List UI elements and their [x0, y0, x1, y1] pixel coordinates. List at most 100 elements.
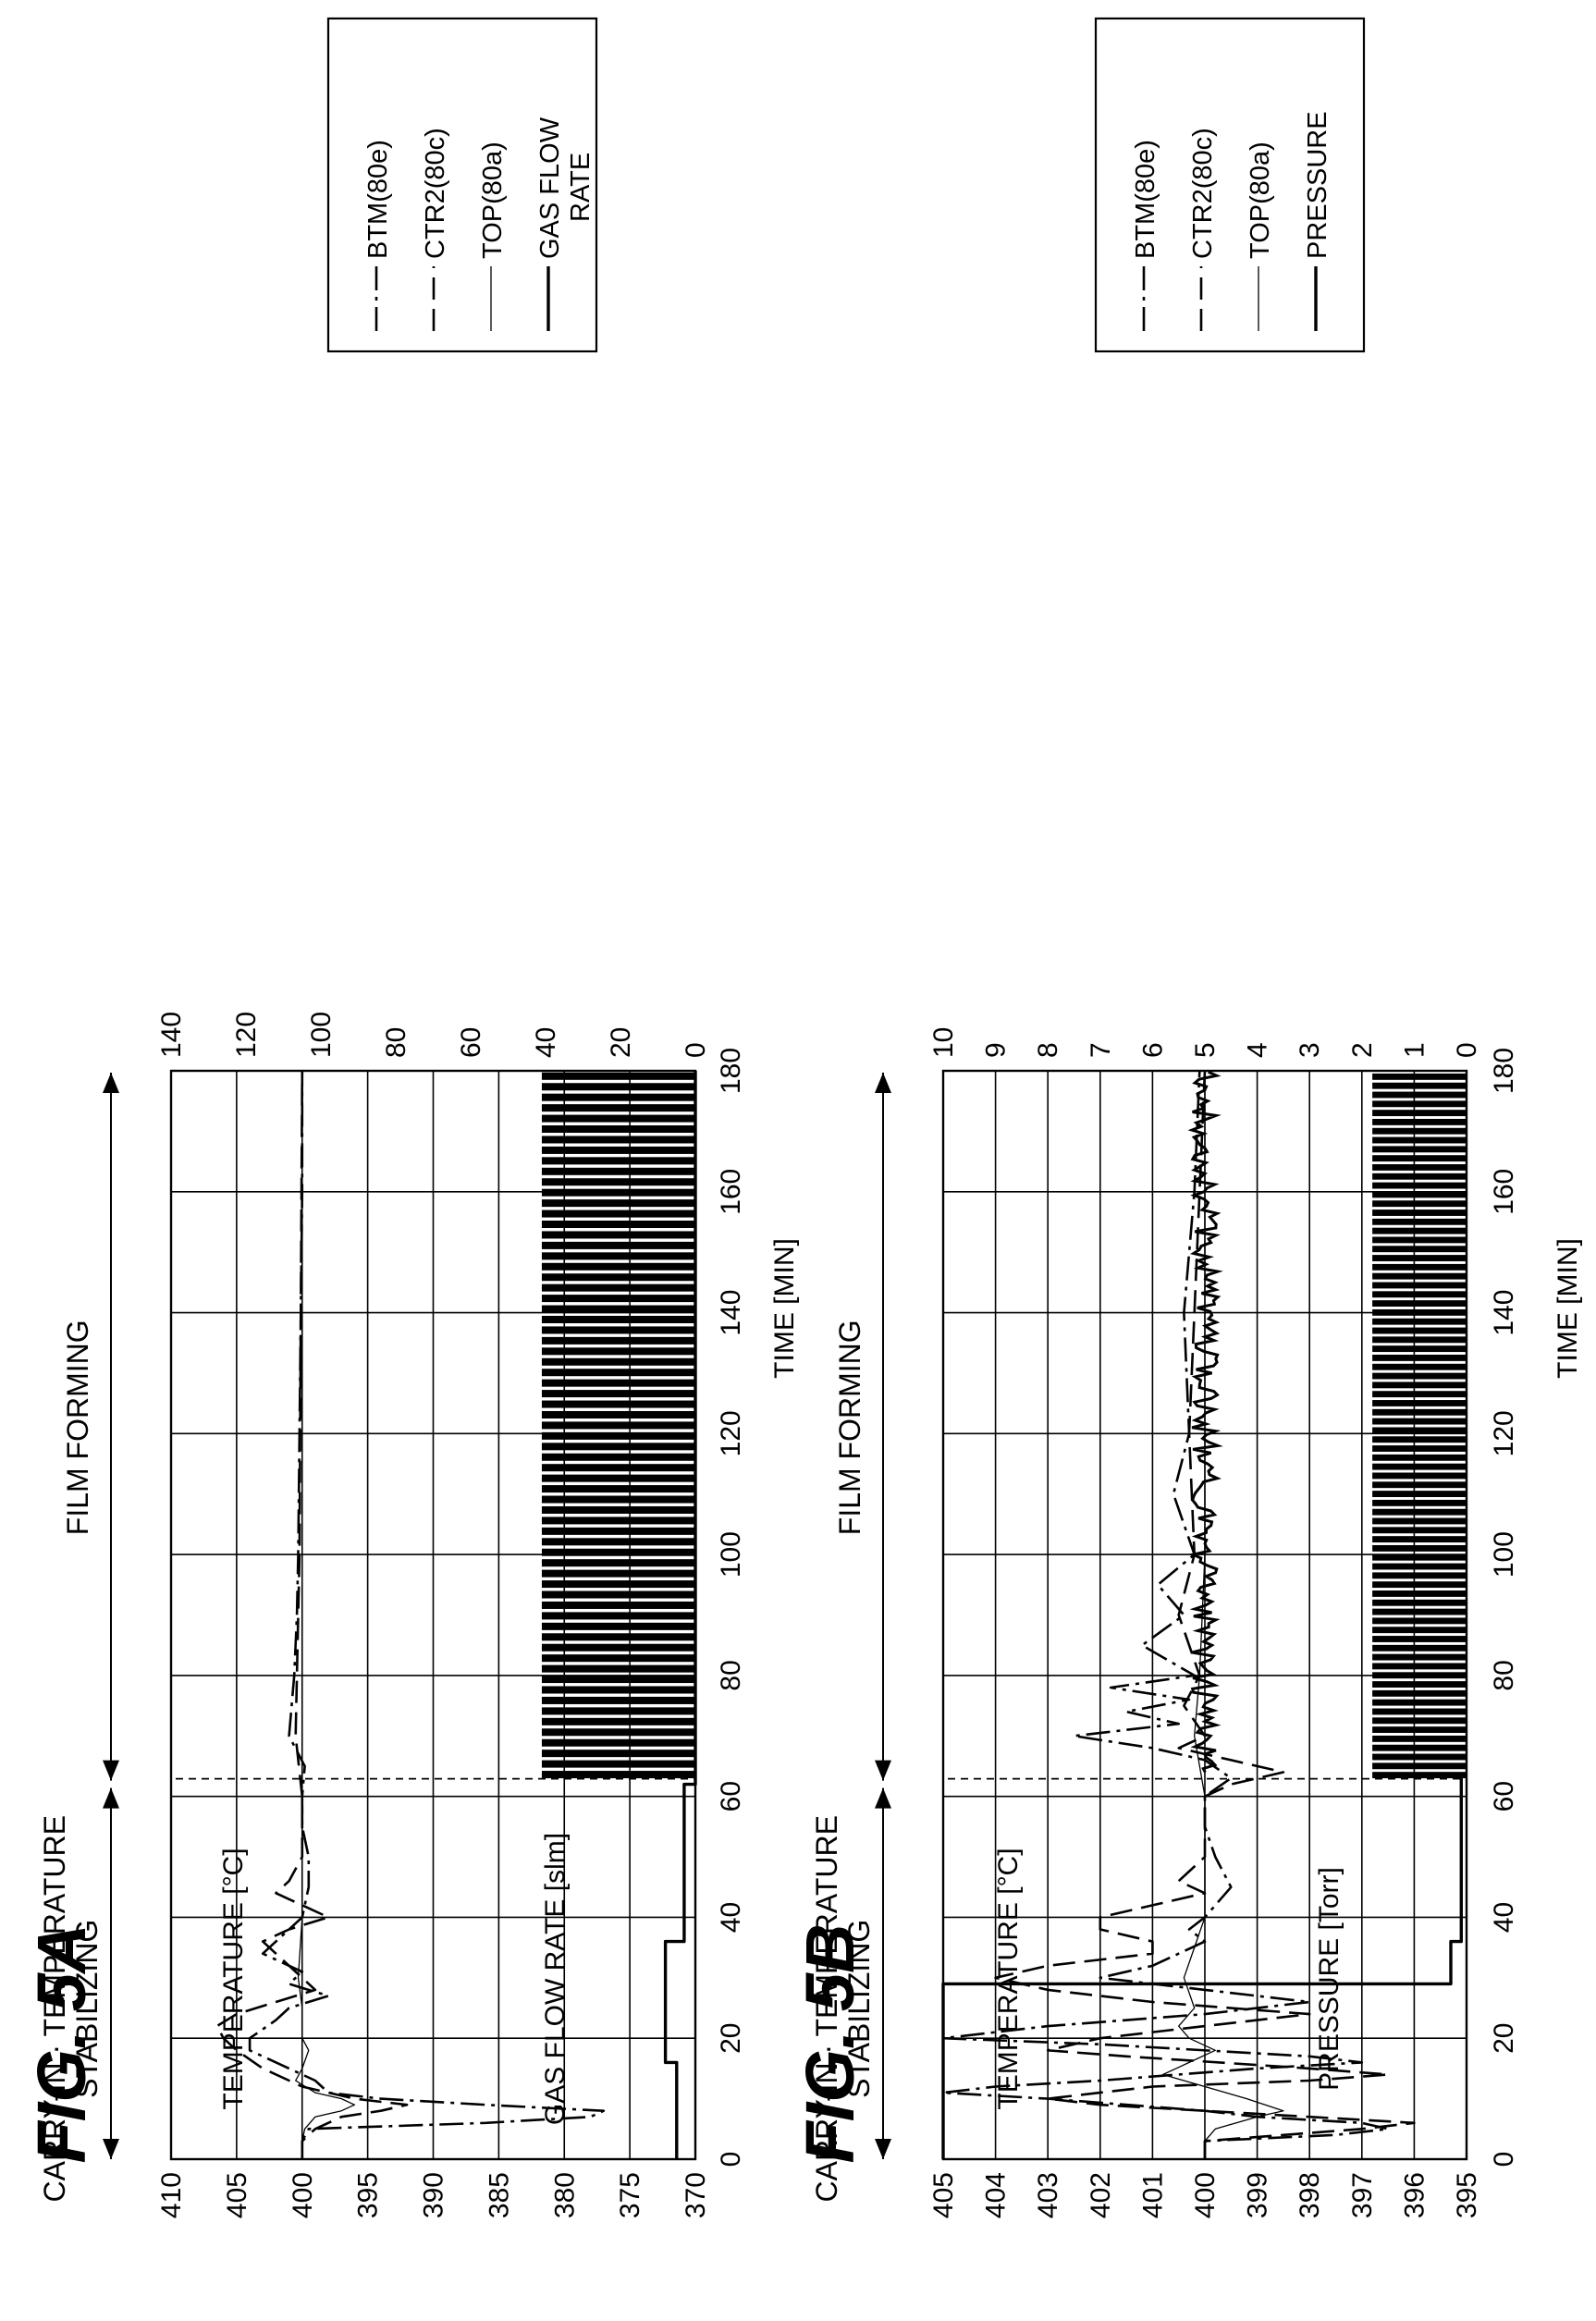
pulse-bar: [541, 1072, 695, 1080]
pulse-bar: [1372, 1481, 1467, 1489]
pulse-bar: [1372, 1336, 1467, 1344]
pulse-bar: [1372, 1236, 1467, 1244]
pulse-bar: [1372, 1563, 1467, 1570]
pulse-bar: [1372, 1708, 1467, 1715]
pulse-bar: [1372, 1155, 1467, 1162]
arrowhead: [103, 1760, 119, 1781]
series-gas-flow-rate: [663, 1071, 697, 2159]
phase-label-carry-in: CARRY-IN · TEMPERATURE: [38, 1815, 71, 2202]
pulse-bar: [1372, 1308, 1467, 1316]
y-tick-label: 380: [549, 2172, 580, 2218]
fig-5a-y2-axis-label: GAS FLOW RATE [slm]: [540, 1833, 571, 2125]
pulse-bar: [1372, 1726, 1467, 1734]
pulse-bar: [1372, 1100, 1467, 1108]
pulse-bar: [541, 1114, 695, 1123]
pulse-bar: [1372, 1581, 1467, 1589]
pulse-bar: [1372, 1408, 1467, 1416]
fig-5a-legend: BTM(80e) CTR2(80c) TOP(80a) GAS FLOWRATE: [326, 17, 598, 353]
y-tick-label: 395: [353, 2172, 384, 2218]
pulse-bar: [541, 1580, 695, 1589]
pulse-bar: [1372, 1454, 1467, 1461]
y2-tick-label: 100: [306, 1012, 337, 1058]
pulse-bar: [541, 1485, 695, 1493]
y-tick-label: 400: [288, 2172, 318, 2218]
x-tick-label: 140: [1489, 1290, 1519, 1336]
y2-tick-label: 7: [1086, 1042, 1116, 1058]
pulse-bar: [1372, 1536, 1467, 1543]
pulse-bar: [1372, 1118, 1467, 1125]
x-tick-label: 100: [1489, 1531, 1519, 1578]
pulse-bar: [541, 1590, 695, 1599]
pulse-bar: [541, 1676, 695, 1684]
pulse-bar: [541, 1707, 695, 1715]
x-tick-label: 120: [716, 1410, 746, 1456]
fig-5b-x-ticks: 0 20 40 60 80 100 120 140 160 180: [1489, 1048, 1519, 2167]
pulse-bar: [1372, 1544, 1467, 1552]
pulse-bar: [541, 1464, 695, 1472]
series-top-80a: [295, 1071, 356, 2159]
pulse-bar: [541, 1283, 695, 1292]
legend-label: GAS FLOWRATE: [535, 117, 595, 259]
legend-label: TOP(80a): [478, 141, 508, 259]
pulse-bar: [1372, 1218, 1467, 1225]
pulse-bar: [1372, 1282, 1467, 1289]
pulse-bar: [541, 1664, 695, 1673]
y-tick-label: 370: [681, 2172, 711, 2218]
pulse-bar: [541, 1104, 695, 1112]
pulse-bar: [541, 1643, 695, 1652]
pulse-bar: [541, 1305, 695, 1313]
pulse-bar: [541, 1400, 695, 1408]
pulse-bar: [541, 1221, 695, 1229]
x-tick-label: 80: [1489, 1660, 1519, 1690]
fig-5b-y2-axis-label: PRESSURE [Torr]: [1314, 1867, 1344, 2091]
pulse-bar: [1372, 1345, 1467, 1353]
pulse-bar: [541, 1083, 695, 1091]
pulse-bar: [1372, 1272, 1467, 1280]
pulse-bar: [541, 1336, 695, 1345]
fig-5a-y-ticks: 370 375 380 385 390 395 400 405 410: [156, 2172, 711, 2218]
pulse-bar: [541, 1771, 695, 1779]
series-gas-flow-rate-pulses: [541, 1072, 695, 1779]
y-tick-label: 375: [615, 2172, 645, 2218]
pulse-bar: [541, 1738, 695, 1747]
pulse-bar: [1372, 1436, 1467, 1443]
phase-label-carry-in-line2: STABILIZING: [842, 1920, 876, 2098]
pulse-bar: [1372, 1082, 1467, 1089]
pulse-bar: [1372, 1599, 1467, 1606]
x-tick-label: 120: [1489, 1410, 1519, 1456]
pulse-bar: [541, 1157, 695, 1165]
pulse-bar: [1372, 1110, 1467, 1117]
y2-tick-label: 8: [1033, 1042, 1063, 1058]
pulse-bar: [1372, 1182, 1467, 1189]
y2-tick-label: 4: [1243, 1042, 1273, 1058]
pulse-bar: [1372, 1717, 1467, 1725]
pulse-bar: [541, 1410, 695, 1418]
pulse-bar: [1372, 1073, 1467, 1080]
pulse-bar: [1372, 1753, 1467, 1761]
y2-tick-label: 20: [606, 1027, 636, 1058]
fig-5b-label: FIG. 5B: [792, 1923, 868, 2163]
pulse-bar: [1372, 1173, 1467, 1180]
y-tick-label: 405: [222, 2172, 252, 2218]
pulse-bar: [541, 1136, 695, 1144]
pulse-bar: [1372, 1627, 1467, 1634]
pulse-bar: [1372, 1762, 1467, 1770]
x-tick-label: 40: [716, 1902, 746, 1933]
y2-tick-label: 40: [531, 1027, 561, 1058]
pulse-bar: [541, 1431, 695, 1440]
y2-tick-label: 140: [156, 1012, 187, 1058]
pulse-bar: [541, 1453, 695, 1461]
pulse-bar: [541, 1369, 695, 1377]
y-tick-label: 390: [419, 2172, 449, 2218]
pulse-bar: [541, 1188, 695, 1197]
pulse-bar: [541, 1569, 695, 1578]
series-ctr2-80c: [215, 1070, 409, 2159]
series-pressure-pulses: [1372, 1073, 1467, 1779]
x-tick-label: 60: [716, 1781, 746, 1811]
pulse-bar: [541, 1548, 695, 1556]
arrowhead: [103, 2139, 119, 2159]
series-top-80a: [1162, 1071, 1284, 2159]
y-tick-label: 404: [981, 2172, 1012, 2218]
series-ctr2-80c: [994, 1070, 1416, 2159]
